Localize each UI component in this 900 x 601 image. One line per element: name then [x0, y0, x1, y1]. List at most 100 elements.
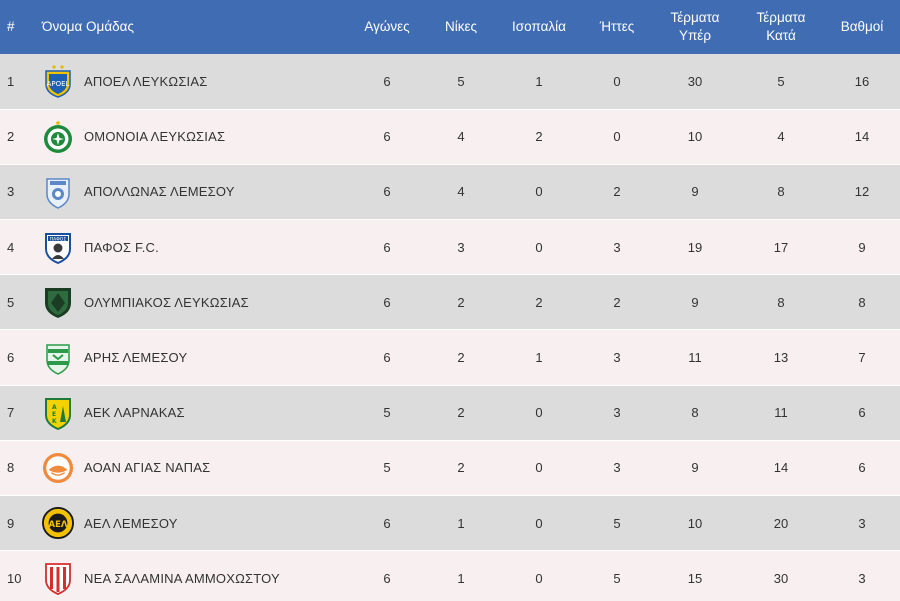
wins-cell: 2: [426, 440, 496, 497]
table-row[interactable]: 3 ΑΠΟΛΛΩΝΑΣ ΛΕΜΕΣΟΥ 6 4 0 2 9 8 12: [0, 164, 900, 221]
points-value: 6: [858, 460, 866, 476]
goals-against-cell: 8: [738, 164, 824, 221]
header-goals-against-line2: Κατά: [766, 28, 796, 43]
position-cell: 9: [0, 495, 38, 552]
losses-cell: 0: [582, 109, 652, 165]
losses-value: 2: [613, 294, 621, 310]
team-name[interactable]: ΝΕΑ ΣΑΛΑΜΙΝΑ ΑΜΜΟΧΩΣΤΟΥ: [84, 570, 280, 586]
played-value: 6: [383, 570, 391, 586]
position-value: 2: [7, 129, 15, 145]
losses-value: 0: [613, 73, 621, 89]
table-row[interactable]: 9 ΑΕΛ ΑΕΛ ΛΕΜΕΣΟΥ 6 1 0 5 10 20 3: [0, 495, 900, 552]
team-cell: ΠΑΦΟΣ ΠΑΦΟΣ F.C.: [38, 219, 348, 276]
goals-against-cell: 8: [738, 274, 824, 331]
table-row[interactable]: 10 ΝΕΑ ΣΑΛΑΜΙΝΑ ΑΜΜΟΧΩΣΤΟΥ 6 1 0 5 15 30…: [0, 550, 900, 601]
position-cell: 6: [0, 329, 38, 386]
position-cell: 7: [0, 385, 38, 441]
team-name[interactable]: ΟΜΟΝΟΙΑ ΛΕΥΚΩΣΙΑΣ: [84, 129, 226, 145]
points-value: 9: [858, 239, 866, 255]
header-team[interactable]: Όνομα Ομάδας: [42, 19, 134, 34]
goals-against-cell: 13: [738, 329, 824, 386]
team-name[interactable]: ΑΕΚ ΛΑΡΝΑΚΑΣ: [84, 405, 185, 421]
position-cell: 10: [0, 550, 38, 601]
header-draws[interactable]: Ισοπαλία: [512, 19, 566, 34]
draws-cell: 0: [496, 550, 582, 601]
played-cell: 6: [348, 329, 426, 386]
played-cell: 6: [348, 219, 426, 276]
svg-text:APOEL: APOEL: [47, 80, 70, 88]
played-value: 6: [383, 350, 391, 366]
wins-cell: 4: [426, 109, 496, 165]
played-value: 6: [383, 239, 391, 255]
goals-for-cell: 19: [652, 219, 738, 276]
goals-for-cell: 11: [652, 329, 738, 386]
losses-cell: 2: [582, 274, 652, 331]
draws-cell: 2: [496, 109, 582, 165]
points-cell: 9: [824, 219, 900, 276]
played-cell: 6: [348, 550, 426, 601]
goals-for-value: 10: [687, 129, 703, 145]
position-cell: 2: [0, 109, 38, 165]
points-cell: 3: [824, 495, 900, 552]
points-value: 7: [858, 350, 866, 366]
table-row[interactable]: 1 APOEL ΑΠΟΕΛ ΛΕΥΚΩΣΙΑΣ 6 5 1 0 30 5 16: [0, 54, 900, 110]
svg-text:ΠΑΦΟΣ: ΠΑΦΟΣ: [50, 236, 67, 242]
draws-value: 1: [535, 350, 543, 366]
header-played[interactable]: Αγώνες: [364, 19, 410, 34]
played-value: 6: [383, 129, 391, 145]
goals-against-cell: 17: [738, 219, 824, 276]
ael-crest-icon: ΑΕΛ: [42, 505, 74, 541]
goals-against-value: 14: [773, 460, 789, 476]
header-wins[interactable]: Νίκες: [444, 19, 478, 34]
header-goals-against[interactable]: Τέρματα Κατά: [738, 0, 824, 54]
goals-for-cell: 10: [652, 109, 738, 165]
header-goals-for[interactable]: Τέρματα Υπέρ: [652, 0, 738, 54]
points-cell: 6: [824, 440, 900, 497]
team-name[interactable]: ΟΛΥΜΠΙΑΚΟΣ ΛΕΥΚΩΣΙΑΣ: [84, 294, 249, 310]
goals-against-cell: 14: [738, 440, 824, 497]
team-cell: APOEL ΑΠΟΕΛ ΛΕΥΚΩΣΙΑΣ: [38, 54, 348, 110]
header-losses[interactable]: Ήττες: [599, 19, 635, 34]
team-name[interactable]: ΑΕΛ ΛΕΜΕΣΟΥ: [84, 515, 178, 531]
goals-against-cell: 11: [738, 385, 824, 441]
wins-value: 5: [457, 73, 465, 89]
draws-value: 0: [535, 405, 543, 421]
position-value: 5: [7, 294, 15, 310]
goals-for-cell: 30: [652, 54, 738, 110]
table-row[interactable]: 8 ΑΟΑΝ ΑΓΙΑΣ ΝΑΠΑΣ 5 2 0 3 9 14 6: [0, 440, 900, 497]
team-name[interactable]: ΠΑΦΟΣ F.C.: [84, 239, 159, 255]
losses-value: 5: [613, 515, 621, 531]
position-cell: 3: [0, 164, 38, 221]
losses-cell: 5: [582, 550, 652, 601]
team-name[interactable]: ΑΠΟΛΛΩΝΑΣ ΛΕΜΕΣΟΥ: [84, 184, 235, 200]
team-name[interactable]: ΑΡΗΣ ΛΕΜΕΣΟΥ: [84, 350, 188, 366]
wins-cell: 2: [426, 385, 496, 441]
wins-cell: 1: [426, 495, 496, 552]
goals-for-value: 11: [688, 350, 702, 366]
goals-for-cell: 9: [652, 440, 738, 497]
header-pos[interactable]: #: [7, 19, 15, 34]
goals-against-value: 20: [773, 515, 789, 531]
header-goals-for-line2: Υπέρ: [678, 28, 712, 43]
points-cell: 6: [824, 385, 900, 441]
position-cell: 8: [0, 440, 38, 497]
losses-cell: 3: [582, 385, 652, 441]
position-value: 6: [7, 350, 15, 366]
table-row[interactable]: 2 ΟΜΟΝΟΙΑ ΛΕΥΚΩΣΙΑΣ 6 4 2 0 10 4 14: [0, 109, 900, 165]
played-value: 6: [383, 515, 391, 531]
played-value: 6: [383, 73, 391, 89]
table-row[interactable]: 6 ΑΡΗΣ ΛΕΜΕΣΟΥ 6 2 1 3 11 13 7: [0, 329, 900, 386]
goals-against-cell: 20: [738, 495, 824, 552]
table-row[interactable]: 4 ΠΑΦΟΣ ΠΑΦΟΣ F.C. 6 3 0 3 19 17 9: [0, 219, 900, 276]
goals-against-cell: 4: [738, 109, 824, 165]
table-row[interactable]: 5 ΟΛΥΜΠΙΑΚΟΣ ΛΕΥΚΩΣΙΑΣ 6 2 2 2 9 8 8: [0, 274, 900, 331]
played-value: 6: [383, 184, 391, 200]
team-name[interactable]: ΑΟΑΝ ΑΓΙΑΣ ΝΑΠΑΣ: [84, 460, 211, 476]
header-points[interactable]: Βαθμοί: [840, 19, 884, 34]
played-cell: 6: [348, 54, 426, 110]
points-value: 3: [858, 570, 866, 586]
team-name[interactable]: ΑΠΟΕΛ ΛΕΥΚΩΣΙΑΣ: [84, 73, 208, 89]
goals-against-value: 4: [777, 129, 785, 145]
goals-against-value: 11: [774, 405, 788, 421]
